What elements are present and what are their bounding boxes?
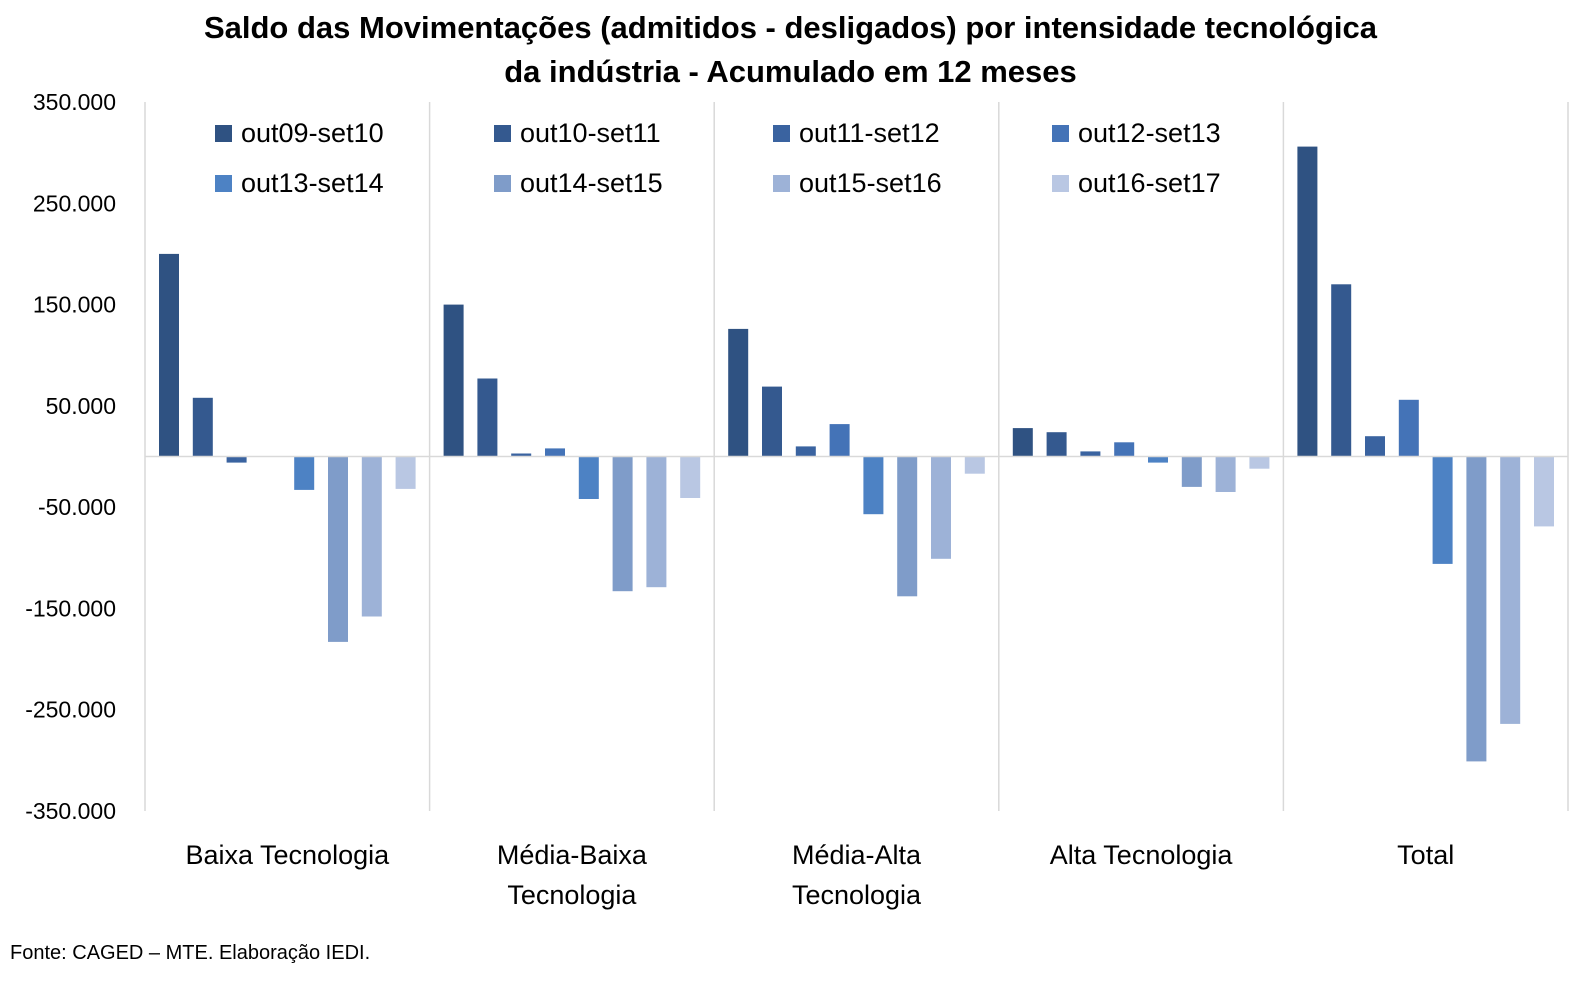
legend-label: out11-set12 xyxy=(799,118,940,148)
x-category-label: Baixa Tecnologia xyxy=(185,840,390,870)
bar xyxy=(1432,456,1453,564)
legend-swatch xyxy=(1052,125,1069,142)
bar xyxy=(226,456,247,463)
x-category-label: Tecnologia xyxy=(792,880,922,910)
bar xyxy=(1331,284,1352,457)
bar xyxy=(1215,456,1236,492)
bar xyxy=(545,448,565,457)
bar xyxy=(1500,456,1521,724)
bar xyxy=(578,456,599,499)
bar xyxy=(1297,146,1318,457)
bar xyxy=(294,456,315,490)
x-category-label: Tecnologia xyxy=(507,880,637,910)
x-category-label: Média-Alta xyxy=(792,840,922,870)
bars xyxy=(159,146,1554,762)
bar-chart: 350.000 250.000 150.000 50.000 -50.000 -150.0… xyxy=(25,89,1569,910)
legend-swatch xyxy=(494,125,511,142)
bar xyxy=(829,424,850,457)
bar xyxy=(762,386,782,457)
legend-swatch xyxy=(1052,175,1069,192)
bar xyxy=(795,446,816,457)
x-category-label: Alta Tecnologia xyxy=(1050,840,1234,870)
bar xyxy=(192,397,213,457)
bar xyxy=(1365,436,1385,457)
bar xyxy=(1398,399,1419,457)
bar xyxy=(395,456,416,489)
bar xyxy=(1466,456,1487,762)
bar xyxy=(931,456,951,559)
bar xyxy=(1534,456,1554,527)
bar xyxy=(1181,456,1202,487)
bar xyxy=(1148,456,1168,463)
y-tick-label: 250.000 xyxy=(33,190,116,216)
x-category-label: Total xyxy=(1397,840,1454,870)
legend-label: out09-set10 xyxy=(241,118,384,148)
x-category-label: Média-Baixa xyxy=(497,840,648,870)
legend-label: out12-set13 xyxy=(1078,118,1221,148)
bar xyxy=(1080,451,1101,457)
legend-swatch xyxy=(773,125,790,142)
legend-label: out10-set11 xyxy=(520,118,661,148)
legend: out09-set10 out10-set11 out11-set12 out12-s… xyxy=(215,118,1221,198)
y-tick-label: 150.000 xyxy=(33,292,116,318)
bar xyxy=(511,453,532,457)
x-axis-labels: Baixa Tecnologia Média-Baixa Tecnologia Méd… xyxy=(185,840,1454,910)
chart-title-line-1: Saldo das Movimentações (admitidos - des… xyxy=(203,10,1378,45)
bar xyxy=(443,304,464,457)
bar xyxy=(477,378,498,457)
legend-swatch xyxy=(773,175,790,192)
bar xyxy=(361,456,382,617)
bar xyxy=(1012,428,1033,457)
source-note: Fonte: CAGED – MTE. Elaboração IEDI. xyxy=(10,942,371,964)
legend-label: out16-set17 xyxy=(1078,168,1221,198)
y-tick-label: -150.000 xyxy=(25,595,116,621)
chart-title: Saldo das Movimentações (admitidos - des… xyxy=(0,6,1581,94)
bar xyxy=(964,456,985,474)
legend-swatch xyxy=(215,125,232,142)
bar xyxy=(1046,432,1067,457)
bar xyxy=(646,456,667,588)
bar xyxy=(897,456,918,597)
bar xyxy=(680,456,701,498)
bar xyxy=(728,328,749,457)
chart-title-line-2: da indústria - Acumulado em 12 meses xyxy=(504,54,1077,89)
bar xyxy=(328,456,348,642)
y-tick-label: -350.000 xyxy=(25,798,116,824)
bar xyxy=(1249,456,1270,469)
bar xyxy=(1114,442,1135,457)
y-tick-label: 350.000 xyxy=(33,89,116,115)
legend-label: out13-set14 xyxy=(241,168,384,198)
legend-label: out14-set15 xyxy=(520,168,663,198)
legend-swatch xyxy=(494,175,511,192)
bar xyxy=(863,456,884,515)
y-axis-ticks: 350.000 250.000 150.000 50.000 -50.000 -150.0… xyxy=(25,89,116,824)
legend-swatch xyxy=(215,175,232,192)
y-tick-label: -50.000 xyxy=(38,494,116,520)
y-tick-label: -250.000 xyxy=(25,697,116,723)
bar xyxy=(612,456,633,592)
y-tick-label: 50.000 xyxy=(46,393,116,419)
bar xyxy=(159,253,179,457)
legend-label: out15-set16 xyxy=(799,168,942,198)
